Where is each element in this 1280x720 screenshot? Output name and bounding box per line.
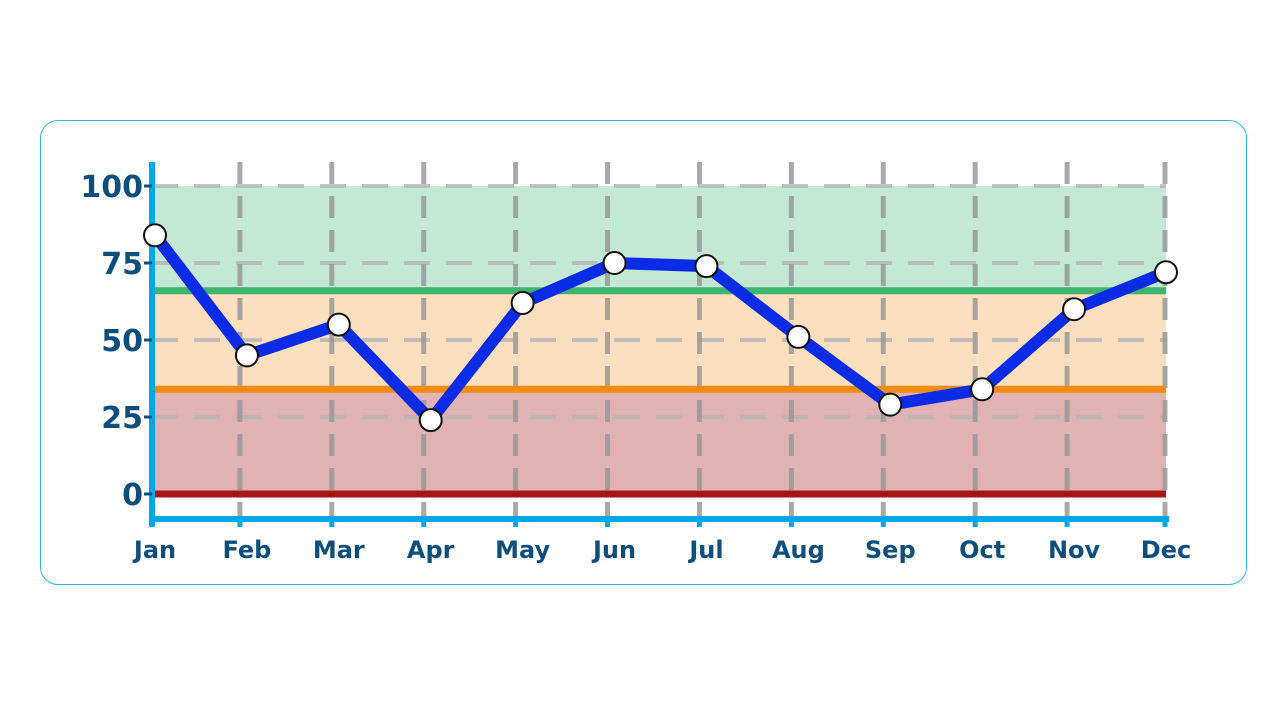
x-tick-label-jun: Jun	[591, 536, 636, 564]
x-tick-label-oct: Oct	[959, 536, 1005, 564]
data-point-feb	[234, 343, 259, 368]
x-tick-label-mar: Mar	[313, 536, 365, 564]
data-point-dec	[1154, 260, 1178, 285]
series-line-0	[149, 229, 1172, 427]
x-tick-label-may: May	[495, 536, 550, 564]
x-tick-label-apr: Apr	[407, 536, 455, 564]
data-point-apr	[418, 408, 443, 433]
data-point-jan	[143, 223, 167, 248]
x-tick-label-sep: Sep	[865, 536, 916, 564]
band-0	[152, 389, 1166, 494]
data-point-mar	[326, 312, 351, 337]
x-tick-label-feb: Feb	[222, 536, 271, 564]
data-point-oct	[970, 377, 995, 402]
x-tick-label-dec: Dec	[1141, 536, 1191, 564]
y-tick-label-1: 25	[101, 401, 143, 436]
data-point-jun	[602, 251, 627, 275]
x-tick-label-jan: Jan	[132, 536, 176, 564]
y-tick-label-4: 100	[80, 170, 143, 205]
data-point-nov	[1062, 297, 1087, 322]
y-tick-label-0: 0	[122, 478, 143, 513]
y-tick-label-3: 75	[101, 247, 143, 282]
x-tick-label-nov: Nov	[1048, 536, 1101, 564]
data-point-jul	[694, 254, 719, 279]
y-tick-label-2: 50	[101, 324, 143, 359]
data-point-sep	[878, 392, 903, 417]
data-point-may	[510, 291, 535, 316]
band-2	[152, 186, 1166, 291]
data-point-aug	[786, 324, 811, 349]
x-tick-label-jul: Jul	[687, 536, 723, 564]
x-tick-label-aug: Aug	[772, 536, 825, 564]
